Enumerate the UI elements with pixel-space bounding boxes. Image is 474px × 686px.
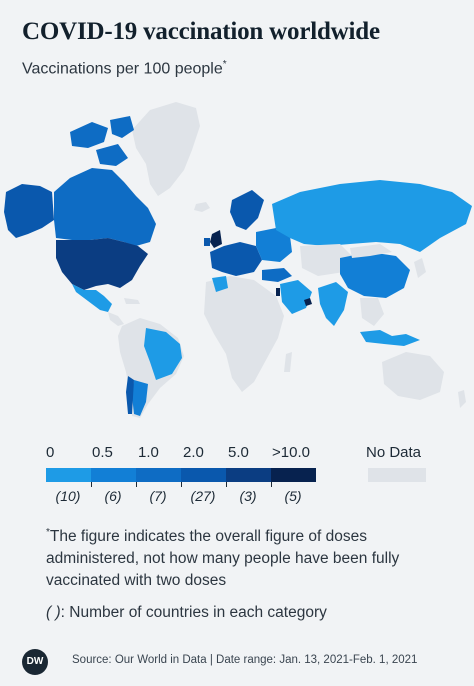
- count-note-symbol: ( ): [46, 604, 61, 621]
- japan: [414, 258, 426, 278]
- legend-tick: [271, 482, 272, 487]
- alaska: [4, 184, 54, 238]
- indonesia: [360, 330, 420, 346]
- legend-tick: [226, 482, 227, 487]
- world-map: [4, 102, 472, 418]
- legend-threshold: 1.0: [138, 444, 159, 461]
- uk: [210, 230, 222, 248]
- morocco: [212, 276, 228, 292]
- southeast-asia: [360, 298, 384, 326]
- russia: [272, 180, 472, 252]
- legend-count: (7): [149, 488, 167, 504]
- uae: [304, 298, 312, 306]
- legend-threshold: 0: [46, 444, 55, 461]
- madagascar: [284, 352, 292, 372]
- ireland: [204, 238, 210, 246]
- legend-swatch-0.5-1.0: [91, 468, 136, 482]
- footer: DW Source: Our World in Data | Date rang…: [0, 640, 474, 686]
- count-note-text: : Number of countries in each category: [60, 604, 327, 621]
- china: [340, 252, 410, 298]
- legend-tick: [91, 482, 92, 487]
- map-title: COVID-19 vaccination worldwide: [22, 18, 380, 45]
- legend-count: (3): [239, 488, 257, 504]
- mexico: [72, 284, 112, 312]
- count-note: ( ): Number of countries in each categor…: [46, 604, 327, 622]
- mongolia: [350, 244, 392, 258]
- legend-swatch-10-plus: [271, 468, 316, 482]
- legend-swatch-1.0-2.0: [136, 468, 181, 482]
- legend-swatch-no-data: [368, 468, 426, 482]
- israel: [276, 288, 280, 296]
- legend-threshold: >10.0: [272, 444, 310, 461]
- map-subtitle: Vaccinations per 100 people*: [22, 59, 227, 78]
- legend-threshold: 5.0: [228, 444, 249, 461]
- australia: [382, 352, 444, 400]
- legend-tick: [136, 482, 137, 487]
- dw-logo: DW: [22, 649, 48, 675]
- legend-count: (5): [284, 488, 302, 504]
- canada: [54, 168, 156, 246]
- india: [318, 282, 348, 326]
- legend-swatch-5.0-10.0: [226, 468, 271, 482]
- legend-no-data-label: No Data: [366, 444, 422, 461]
- legend-threshold: 2.0: [183, 444, 204, 461]
- greenland: [132, 102, 200, 196]
- chile: [126, 376, 134, 414]
- legend-swatch-0-0.5: [46, 468, 91, 482]
- subtitle-text: Vaccinations per 100 people: [22, 60, 223, 78]
- legend-count: (10): [55, 488, 81, 504]
- eastern-europe: [256, 228, 292, 262]
- central-america: [108, 312, 124, 326]
- legend-count: (6): [104, 488, 122, 504]
- scandinavia: [230, 190, 264, 230]
- turkey: [262, 268, 292, 282]
- new-zealand: [458, 390, 466, 408]
- legend: 0 0.5 1.0 2.0 5.0 >10.0 No Data (10) (6)…: [46, 440, 446, 510]
- canada-islands: [70, 116, 134, 166]
- middle-east: [280, 280, 312, 314]
- usa: [56, 238, 148, 290]
- africa: [204, 276, 284, 392]
- footnote-mark: *: [46, 527, 50, 538]
- legend-swatch-2.0-5.0: [181, 468, 226, 482]
- legend-tick: [181, 482, 182, 487]
- iceland: [194, 202, 210, 212]
- caribbean: [124, 298, 140, 304]
- legend-threshold: 0.5: [92, 444, 113, 461]
- footnote-text: The figure indicates the overall figure …: [46, 528, 400, 590]
- footnote: *The figure indicates the overall figure…: [46, 522, 446, 592]
- brazil: [144, 328, 182, 380]
- western-europe: [210, 242, 262, 276]
- legend-count: (27): [190, 488, 216, 504]
- subtitle-footnote-mark: *: [222, 59, 227, 70]
- argentina: [132, 380, 148, 416]
- central-asia: [300, 244, 352, 276]
- source-text: Source: Our World in Data | Date range: …: [72, 654, 418, 666]
